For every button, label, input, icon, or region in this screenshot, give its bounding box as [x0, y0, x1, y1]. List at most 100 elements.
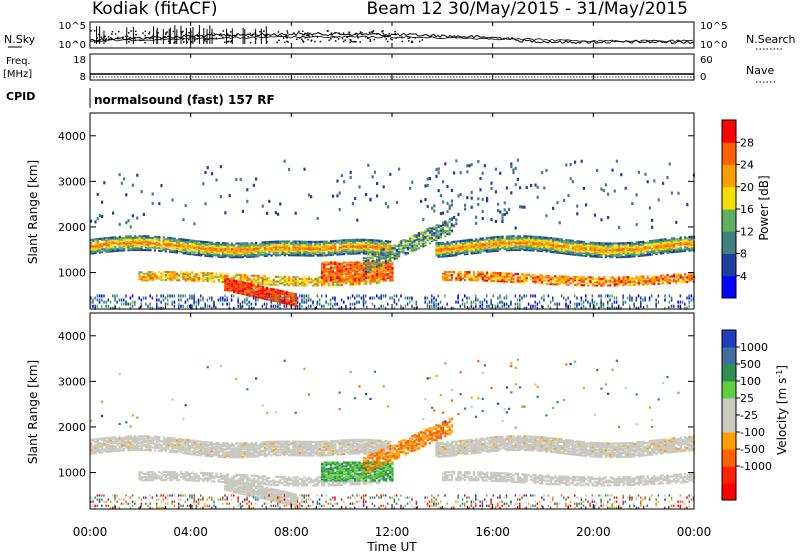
nsky-point [302, 40, 304, 42]
power-cell [277, 303, 279, 306]
nsky-point [305, 37, 307, 39]
power-cell [246, 303, 248, 306]
power-cell [449, 248, 451, 250]
power-cell [537, 236, 539, 238]
power-cell [341, 263, 343, 265]
power-cell [424, 301, 426, 304]
nsky-tick-bottom-left: 10^0 [59, 40, 86, 51]
power-cell [356, 294, 358, 297]
power-cell [438, 230, 440, 232]
power-cell [596, 249, 598, 251]
power-cell [266, 248, 268, 250]
power-cell [363, 269, 365, 271]
power-cell [299, 252, 301, 254]
power-cell [332, 305, 334, 308]
power-cell [396, 253, 398, 255]
power-cell [633, 303, 635, 306]
power-cell [204, 277, 206, 279]
power-cell [297, 297, 299, 300]
power-cell [279, 276, 281, 278]
power-cell [424, 198, 426, 201]
nsky-point [394, 31, 396, 33]
power-cell [510, 301, 512, 304]
power-cell [174, 294, 176, 297]
power-cell [552, 251, 554, 253]
power-cell [182, 294, 184, 297]
power-cell [325, 301, 327, 304]
power-cell [581, 284, 583, 286]
power-cell [638, 294, 640, 297]
nsky-point [344, 39, 346, 41]
power-cell [548, 237, 550, 239]
nsky-point [280, 35, 282, 37]
power-cell [141, 303, 143, 306]
power-cell [112, 245, 114, 247]
power-cell [387, 246, 389, 248]
nsky-point [352, 41, 354, 43]
nsky-point [371, 31, 373, 33]
power-cell [303, 276, 305, 278]
power-cell [211, 254, 213, 256]
power-cell [308, 241, 310, 243]
power-cell [402, 250, 404, 252]
nsky-point [105, 38, 107, 40]
power-cell [372, 250, 374, 252]
power-cell [387, 303, 389, 306]
power-cell [493, 236, 495, 238]
power-cell [506, 186, 508, 189]
power-cell [198, 250, 200, 252]
power-cell [369, 257, 371, 259]
power-cell [354, 239, 356, 241]
power-cell [519, 303, 521, 306]
power-cell [224, 275, 226, 277]
power-cell [440, 301, 442, 304]
power-cell [372, 260, 374, 262]
power-cell [308, 194, 310, 197]
power-cell [121, 299, 123, 302]
power-cell [180, 244, 182, 246]
power-cell [343, 180, 345, 183]
power-cell [328, 251, 330, 253]
power-cell [482, 271, 484, 273]
power-cell [460, 240, 462, 242]
power-cell [319, 299, 321, 302]
power-cell [614, 252, 616, 254]
power-cell [270, 241, 272, 243]
power-cell [442, 180, 444, 183]
power-cell [369, 254, 371, 256]
power-cell [255, 242, 257, 244]
power-cell [422, 232, 424, 234]
power-cell [515, 237, 517, 239]
power-cell [570, 163, 572, 166]
power-cell [255, 254, 257, 256]
power-cell [339, 279, 341, 281]
power-cell [435, 242, 437, 244]
power-cell [169, 271, 171, 273]
power-cell [611, 303, 613, 306]
power-cell [323, 262, 325, 264]
power-cell [193, 222, 195, 225]
power-cell [94, 220, 96, 223]
power-cell [226, 242, 228, 244]
power-cell [585, 203, 587, 206]
power-cell [178, 294, 180, 297]
power-cell [361, 277, 363, 279]
power-cell [240, 290, 242, 292]
power-cell [196, 251, 198, 253]
power-cell [526, 294, 528, 297]
power-cell [488, 239, 490, 241]
power-cell [374, 268, 376, 270]
power-cell [548, 283, 550, 285]
power-cell [167, 294, 169, 297]
power-cell [556, 201, 558, 204]
nsky-point [408, 40, 410, 42]
power-cell [534, 301, 536, 304]
power-cell [372, 297, 374, 300]
power-cell [224, 299, 226, 302]
power-cell [341, 239, 343, 241]
power-cell [378, 254, 380, 256]
power-cell [515, 303, 517, 306]
power-cell [499, 248, 501, 250]
power-cell [427, 303, 429, 306]
power-cell [149, 294, 151, 297]
